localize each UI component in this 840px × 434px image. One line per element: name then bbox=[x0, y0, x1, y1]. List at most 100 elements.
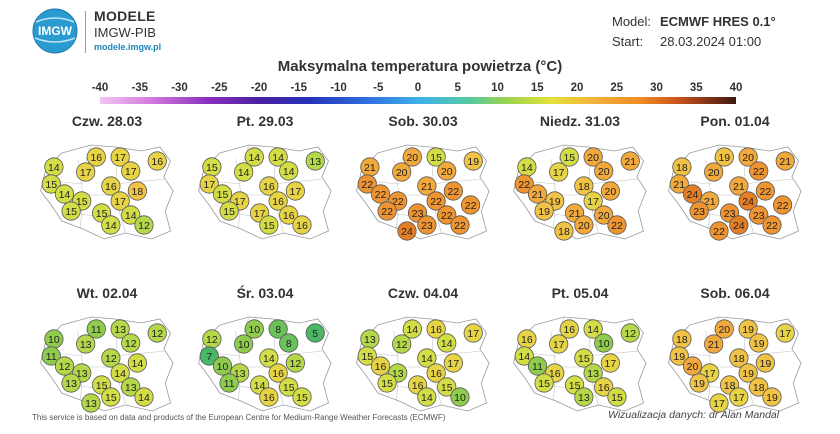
temperature-circle bbox=[714, 319, 734, 339]
temperature-circle bbox=[738, 319, 758, 339]
city-temperature-marker: 16 bbox=[426, 319, 446, 339]
temperature-value: 17 bbox=[733, 392, 745, 404]
temperature-value: 14 bbox=[105, 220, 117, 232]
temperature-value: 10 bbox=[48, 334, 60, 346]
temperature-circle bbox=[426, 147, 446, 167]
city-temperature-marker: 14 bbox=[417, 387, 437, 407]
temperature-circle bbox=[76, 162, 96, 182]
temperature-circle bbox=[259, 348, 279, 368]
temperature-circle bbox=[110, 319, 130, 339]
scale-tick-label: 20 bbox=[570, 82, 584, 94]
temperature-circle bbox=[279, 161, 299, 181]
city-temperature-marker: 10 bbox=[244, 319, 264, 339]
temperature-circle bbox=[450, 215, 470, 235]
scale-tick-label: 5 bbox=[454, 82, 461, 94]
scale-tick-label: 10 bbox=[491, 82, 504, 94]
city-temperature-marker: 13 bbox=[305, 151, 325, 171]
temperature-value: 18 bbox=[676, 334, 688, 346]
city-temperature-marker: 20 bbox=[402, 147, 422, 167]
temperature-circle bbox=[559, 319, 579, 339]
temperature-value: 14 bbox=[138, 392, 150, 404]
map-title: Maksymalna temperatura powietrza (°C) bbox=[277, 58, 563, 75]
temperature-circle bbox=[437, 333, 457, 353]
temperature-value: 22 bbox=[430, 196, 442, 208]
temperature-circle bbox=[749, 161, 769, 181]
temperature-value: 19 bbox=[538, 206, 550, 218]
temperature-value: 14 bbox=[59, 189, 71, 201]
temperature-value: 20 bbox=[598, 166, 610, 178]
temperature-circle bbox=[669, 346, 689, 366]
temperature-value: 5 bbox=[312, 328, 318, 340]
temperature-circle bbox=[54, 184, 75, 204]
temperature-value: 15 bbox=[96, 380, 108, 392]
brand-url-link[interactable]: modele.imgw.pl bbox=[94, 42, 162, 52]
temperature-circle bbox=[392, 334, 412, 354]
temperature-circle bbox=[574, 176, 594, 196]
temperature-circle bbox=[370, 356, 391, 376]
scale-tick-label: -40 bbox=[91, 82, 109, 94]
color-scale-bar bbox=[100, 97, 736, 104]
city-temperature-marker: 14 bbox=[244, 147, 264, 167]
temperature-value: 15 bbox=[563, 152, 575, 164]
temperature-circle bbox=[121, 333, 141, 353]
temperature-value: 17 bbox=[80, 167, 92, 179]
temperature-value: 21 bbox=[733, 181, 745, 193]
city-temperature-marker: 22 bbox=[443, 181, 463, 201]
city-temperature-marker: 17 bbox=[285, 181, 305, 201]
city-temperature-marker: 11 bbox=[41, 346, 61, 366]
temperature-circle bbox=[234, 162, 254, 182]
scale-tick-label: -35 bbox=[131, 82, 149, 94]
region-border bbox=[430, 350, 482, 357]
region-border bbox=[272, 350, 324, 357]
temperature-circle bbox=[426, 363, 446, 383]
temperature-value: 15 bbox=[569, 380, 581, 392]
temperature-circle bbox=[437, 377, 457, 397]
temperature-value: 20 bbox=[578, 220, 590, 232]
temperature-circle bbox=[762, 215, 782, 235]
scale-tick-label: -5 bbox=[373, 82, 384, 94]
temperature-value: 17 bbox=[553, 339, 565, 351]
temperature-value: 20 bbox=[441, 166, 453, 178]
temperature-circle bbox=[259, 387, 279, 407]
temperature-value: 14 bbox=[521, 162, 533, 174]
temperature-value: 16 bbox=[263, 392, 275, 404]
city-temperature-marker: 10 bbox=[450, 387, 470, 407]
scale-tick-label: -30 bbox=[171, 82, 188, 94]
temperature-circle bbox=[463, 323, 483, 343]
temperature-circle bbox=[219, 201, 239, 221]
temperature-value: 12 bbox=[206, 334, 218, 346]
scale-tick-label: 30 bbox=[650, 82, 663, 94]
temperature-circle bbox=[402, 319, 422, 339]
temperature-circle bbox=[762, 387, 782, 407]
region-border bbox=[430, 178, 482, 185]
temperature-value: 14 bbox=[421, 353, 433, 365]
temperature-circle bbox=[594, 377, 614, 397]
temperature-value: 17 bbox=[114, 196, 126, 208]
temperature-value: 22 bbox=[777, 200, 789, 212]
temperature-value: 14 bbox=[518, 351, 530, 363]
city-temperature-marker: 8 bbox=[279, 333, 299, 353]
model-value: ECMWF HRES 0.1° bbox=[660, 14, 776, 29]
temperature-value: 20 bbox=[605, 186, 617, 198]
temperature-value: 17 bbox=[467, 328, 479, 340]
city-temperature-marker: 12 bbox=[54, 356, 75, 376]
temperature-circle bbox=[607, 215, 627, 235]
city-temperature-marker: 21 bbox=[729, 176, 749, 196]
temperature-circle bbox=[594, 161, 614, 181]
temperature-circle bbox=[81, 393, 101, 413]
temperature-value: 21 bbox=[532, 189, 544, 201]
temperature-value: 14 bbox=[263, 353, 275, 365]
temperature-value: 20 bbox=[396, 167, 408, 179]
city-temperature-marker: 22 bbox=[514, 174, 534, 194]
city-temperature-marker: 21 bbox=[620, 151, 640, 171]
temperature-circle bbox=[41, 346, 61, 366]
temperature-circle bbox=[583, 147, 603, 167]
temperature-value: 8 bbox=[286, 338, 292, 350]
temperature-circle bbox=[583, 191, 603, 211]
temperature-value: 20 bbox=[406, 152, 418, 164]
temperature-value: 19 bbox=[742, 324, 754, 336]
city-temperature-marker: 21 bbox=[775, 151, 795, 171]
city-temperature-marker: 7 bbox=[199, 346, 219, 366]
city-temperature-marker: 12 bbox=[121, 333, 141, 353]
